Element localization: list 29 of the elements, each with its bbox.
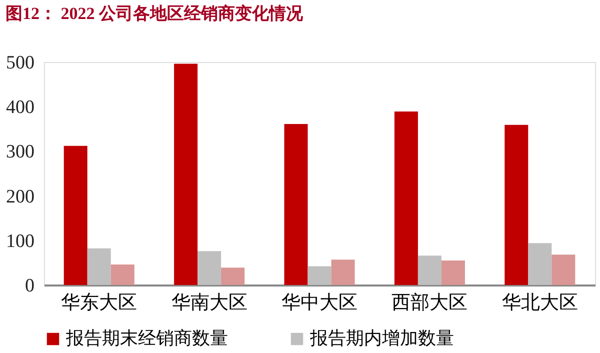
- y-tick-label: 200: [6, 186, 34, 208]
- chart-title: 图12： 2022 公司各地区经销商变化情况: [6, 4, 304, 23]
- bar: [418, 256, 442, 285]
- bar: [552, 254, 576, 285]
- bar: [394, 112, 418, 285]
- x-tick-label: 华中大区: [282, 292, 358, 314]
- bar: [174, 64, 198, 285]
- bar: [528, 243, 552, 285]
- y-tick-label: 100: [6, 230, 34, 252]
- x-tick-label: 华东大区: [61, 292, 138, 314]
- legend-label: 报告期内增加数量: [309, 328, 454, 348]
- bar: [284, 124, 308, 285]
- bar: [110, 264, 134, 285]
- x-tick-label: 华南大区: [171, 292, 248, 314]
- bar: [87, 248, 111, 285]
- bar: [64, 146, 88, 285]
- bar: [221, 268, 245, 285]
- bar: [441, 260, 465, 285]
- y-tick-label: 400: [6, 97, 34, 118]
- bar: [331, 260, 355, 285]
- x-tick-label: 华北大区: [502, 292, 578, 314]
- y-tick-label: 0: [25, 276, 34, 296]
- legend-label: 报告期末经销商数量: [65, 328, 228, 348]
- bar: [504, 124, 528, 285]
- y-tick-label: 500: [6, 52, 34, 74]
- x-tick-label: 西部大区: [392, 292, 468, 314]
- bar: [198, 251, 222, 285]
- bar: [308, 266, 332, 285]
- y-tick-label: 300: [6, 142, 34, 163]
